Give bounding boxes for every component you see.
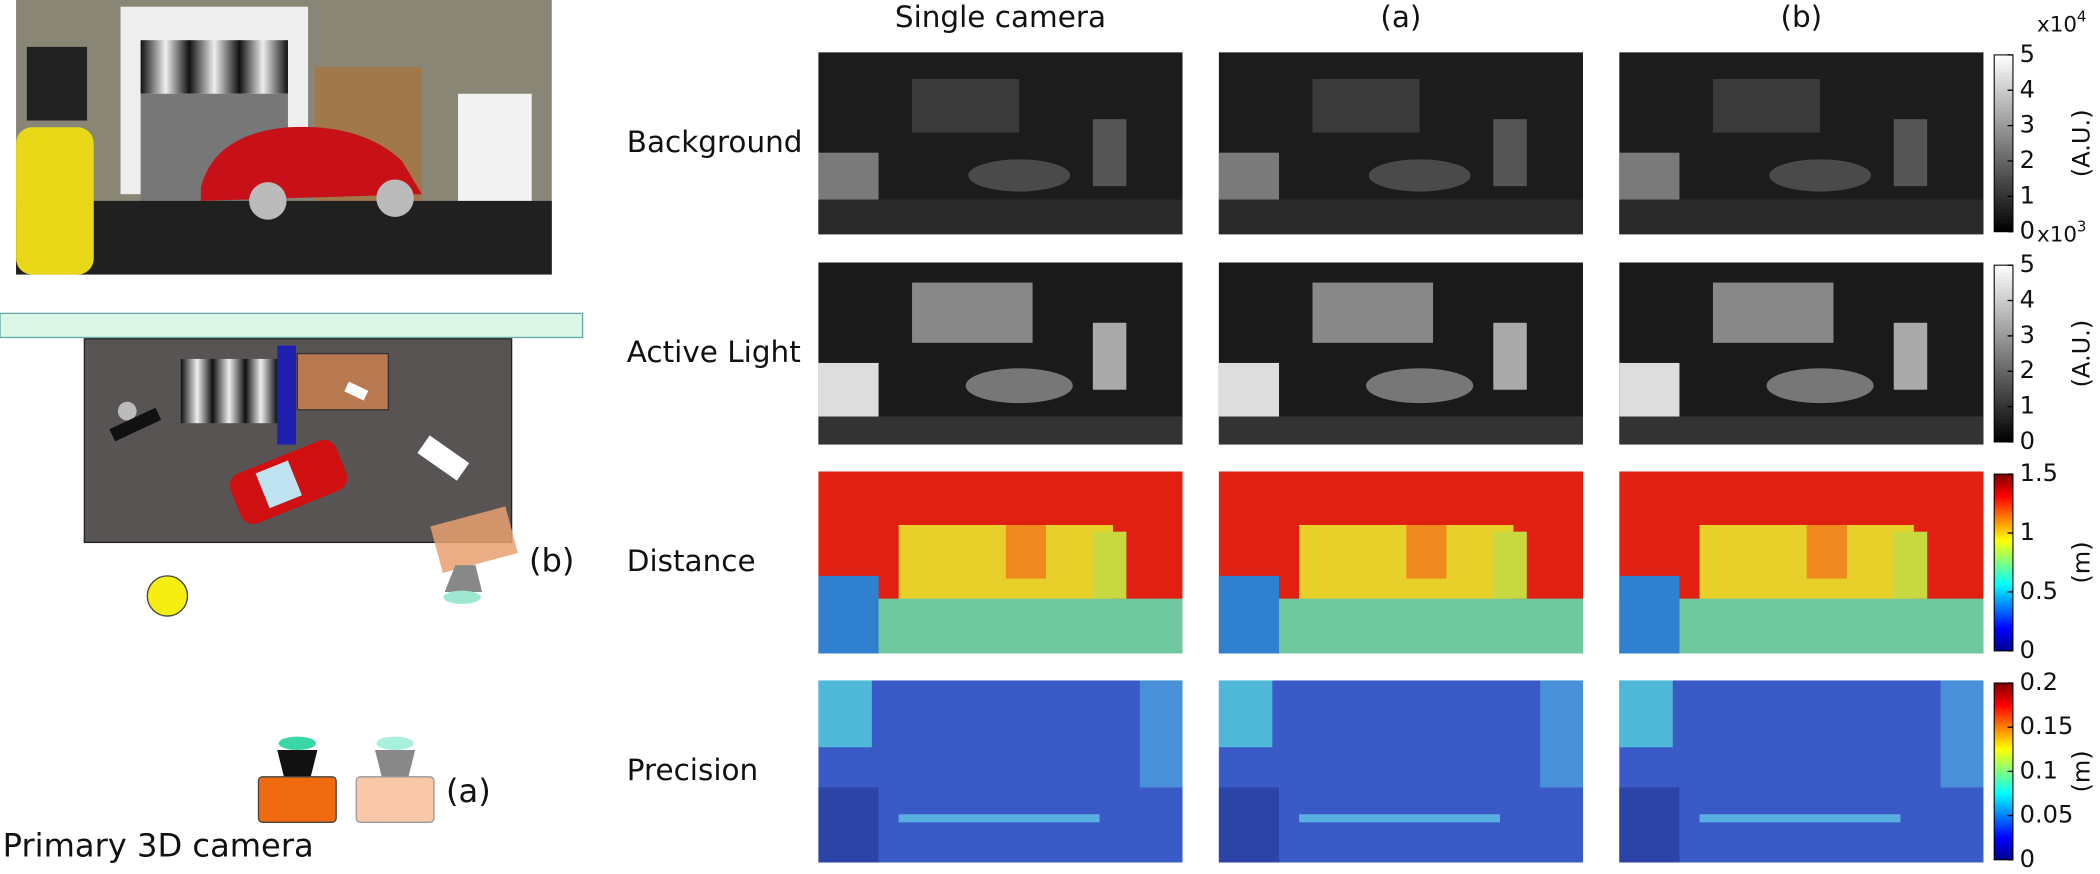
multiplier-exponent: 3 <box>2077 219 2086 236</box>
column-header: (b) <box>1780 0 1822 34</box>
image-panel <box>1218 471 1584 654</box>
camera-label: Primary 3D camera <box>3 827 314 865</box>
colorbar-tick-label: 1 <box>2020 181 2035 209</box>
row-label: Distance <box>627 544 756 578</box>
colorbar-tick-label: 0.05 <box>2020 801 2074 829</box>
multiplier-base: x10 <box>2037 223 2077 248</box>
colorbar-tick-label: 0.15 <box>2020 712 2074 740</box>
colorbar-unit: (m) <box>2068 541 2096 583</box>
colorbar <box>1993 54 2014 233</box>
colorbar-tick-label: 0 <box>2020 427 2035 455</box>
colorbar-tick-label: 0.5 <box>2020 577 2058 605</box>
row-label: Background <box>627 125 803 159</box>
colorbar-unit: (A.U.) <box>2068 109 2096 177</box>
colorbar-tick-label: 0 <box>2020 845 2035 873</box>
colorbar-tick-label: 4 <box>2020 286 2035 314</box>
scene-photo <box>16 0 552 275</box>
colorbar-tick-label: 5 <box>2020 250 2035 278</box>
colorbar <box>1993 473 2014 652</box>
column-header: (a) <box>1380 0 1421 34</box>
image-panel <box>1218 680 1584 863</box>
colorbar-tick-label: 4 <box>2020 75 2035 103</box>
colorbar-tick-label: 2 <box>2020 146 2035 174</box>
image-panel <box>1619 52 1984 235</box>
image-panel <box>818 262 1183 445</box>
colorbar-tick-label: 3 <box>2020 111 2035 139</box>
colorbar <box>1993 264 2014 443</box>
column-header: Single camera <box>895 0 1106 34</box>
image-panel <box>1619 471 1984 654</box>
panel-grid: Single camera (a) (b) Background 0 1 2 3 4 5 (A.U.… <box>627 0 2096 873</box>
colorbar-tick-label: 5 <box>2020 40 2035 68</box>
setup-diagram: (b) (a) Primary 3D camera <box>0 312 584 865</box>
colorbar-tick-label: 0 <box>2020 636 2035 664</box>
colorbar-tick-label: 0.1 <box>2020 756 2058 784</box>
colorbar-tick-label: 0 <box>2020 217 2035 245</box>
image-panel <box>1619 680 1984 863</box>
colorbar-tick-label: 0.2 <box>2020 668 2058 696</box>
colorbar-tick-label: 1.5 <box>2020 459 2058 487</box>
colorbar-unit: (A.U.) <box>2068 320 2096 388</box>
multiplier-exponent: 4 <box>2077 8 2086 25</box>
colorbar-tick-label: 3 <box>2020 321 2035 349</box>
image-panel <box>818 680 1183 863</box>
image-panel <box>1218 52 1584 235</box>
image-panel <box>818 471 1183 654</box>
colorbar-multiplier: x103 <box>2037 219 2086 248</box>
colorbar-multiplier: x104 <box>2037 8 2086 37</box>
image-panel <box>1218 262 1584 445</box>
multiplier-base: x10 <box>2037 12 2077 37</box>
image-panel <box>818 52 1183 235</box>
colorbar-tick-label: 2 <box>2020 356 2035 384</box>
colorbar-unit: (m) <box>2068 750 2096 792</box>
label-b: (b) <box>529 541 574 579</box>
image-panel <box>1619 262 1984 445</box>
row-label: Active Light <box>627 335 801 369</box>
label-a: (a) <box>446 772 491 810</box>
colorbar-tick-label: 1 <box>2020 518 2035 546</box>
colorbar-tick-label: 1 <box>2020 392 2035 420</box>
row-label: Precision <box>627 753 758 787</box>
